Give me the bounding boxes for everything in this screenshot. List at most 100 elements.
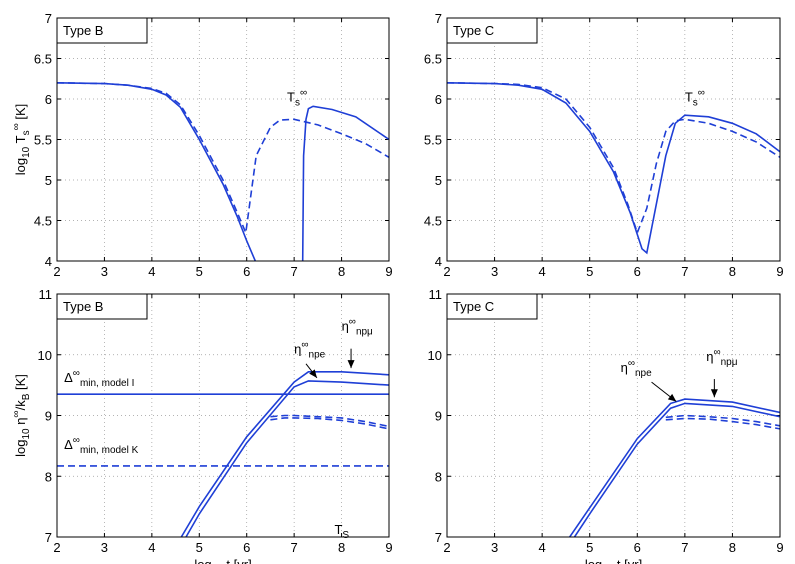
title-box-frame	[446, 17, 538, 44]
arrow-head	[667, 393, 677, 402]
y-tick-label: 4	[45, 254, 52, 269]
y-tick-label: 7	[45, 530, 52, 545]
series-line-4	[665, 414, 780, 427]
series-line-2	[573, 402, 780, 537]
chart-panel-bottom-right: 2 3 4 5 6 7 8 9 7 8 9 10 11 Type C log10 t [yr] η∞npe η∞…	[428, 287, 784, 564]
x-tick-label: 9	[776, 264, 783, 279]
y-tick-label: 9	[435, 409, 442, 424]
chart-panel-top-right: 2 3 4 5 6 7 8 9 4 4.5 5 5.5 6 6.5 7 Type C Ts∞	[424, 11, 784, 279]
x-tick-label: 8	[338, 264, 345, 279]
y-tick-label: 5.5	[34, 133, 52, 148]
series-line-3	[665, 417, 780, 430]
y-tick-label: 5	[45, 173, 52, 188]
panel-title: Type B	[63, 299, 103, 314]
chart-panel-bottom-left: 2 3 4 5 6 7 8 9 7 8 9 10 11 Type B log10 t [yr] log10 η…	[11, 287, 393, 564]
panel-title-box: Type C	[446, 293, 538, 320]
y-tick-label: 7	[45, 11, 52, 26]
x-tick-label: 2	[53, 540, 60, 555]
y-tick-label: 6.5	[34, 52, 52, 67]
panel-title: Type C	[453, 23, 494, 38]
plot-frame	[446, 17, 781, 262]
x-tick-label: 7	[291, 264, 298, 279]
x-tick-label: 4	[148, 540, 155, 555]
y-tick-label: 11	[39, 287, 53, 302]
plot-frame	[56, 293, 390, 538]
series-line-2	[447, 82, 780, 236]
y-tick-label: 8	[435, 469, 442, 484]
y-tick-label: 7	[435, 530, 442, 545]
panel-title-box: Type B	[56, 293, 148, 320]
y-axis-label: log10 Ts∞ [K]	[11, 104, 32, 175]
x-tick-label: 7	[681, 264, 688, 279]
title-box-frame	[56, 293, 148, 320]
x-axis-label: log10 t [yr]	[194, 557, 251, 564]
panel-title: Type C	[453, 299, 494, 314]
series-line-3	[57, 82, 389, 236]
x-tick-label: 5	[196, 540, 203, 555]
y-tick-label: 11	[429, 287, 443, 302]
series-line-1	[447, 82, 780, 255]
title-box-frame	[446, 293, 538, 320]
y-axis-label: log10 η∞/kB [K]	[11, 374, 32, 457]
x-tick-label: 3	[101, 264, 108, 279]
x-tick-label: 4	[148, 264, 155, 279]
arrow-head	[710, 389, 718, 398]
x-tick-label: 6	[243, 264, 250, 279]
annotation-label: Ts∞	[685, 87, 705, 108]
x-tick-label: 5	[586, 264, 593, 279]
annotation-label: Δ∞min, model K	[64, 435, 139, 456]
series-line-2	[301, 105, 389, 261]
x-tick-label: 5	[586, 540, 593, 555]
annotation-label: Δ∞min, model I	[64, 368, 134, 389]
arrow-head	[309, 369, 317, 378]
series-line-1	[180, 370, 389, 537]
y-tick-label: 4.5	[34, 214, 52, 229]
series-line-1	[569, 398, 780, 537]
y-tick-label: 8	[45, 469, 52, 484]
panel-title: Type B	[63, 23, 103, 38]
x-tick-label: 6	[634, 264, 641, 279]
panel-title-box: Type C	[446, 17, 538, 44]
x-tick-label: 4	[539, 540, 546, 555]
x-tick-label: 4	[539, 264, 546, 279]
x-tick-label: 9	[385, 264, 392, 279]
chart-panel-top-left: 2 3 4 5 6 7 8 9 4 4.5 5 5.5 6 6.5 7 Type B log10 Ts∞ [K]…	[11, 11, 393, 279]
x-tick-label: 8	[729, 264, 736, 279]
y-tick-label: 10	[428, 348, 442, 363]
x-tick-label: 3	[101, 540, 108, 555]
x-tick-label: 2	[53, 264, 60, 279]
title-box-frame	[56, 17, 148, 44]
y-tick-label: 5	[435, 173, 442, 188]
y-tick-label: 6	[435, 92, 442, 107]
x-tick-label: 6	[243, 540, 250, 555]
x-tick-label: 2	[443, 540, 450, 555]
x-tick-label: 3	[491, 264, 498, 279]
annotation-label: TS	[334, 522, 349, 541]
x-tick-label: 3	[491, 540, 498, 555]
annotation-label: Ts∞	[287, 87, 307, 108]
y-tick-label: 6.5	[424, 52, 442, 67]
annotation-label: η∞npμ	[706, 347, 737, 368]
series-line-2	[185, 380, 389, 537]
x-tick-label: 8	[729, 540, 736, 555]
x-tick-label: 2	[443, 264, 450, 279]
x-tick-label: 9	[776, 540, 783, 555]
arrow-head	[347, 360, 355, 369]
x-tick-label: 9	[385, 540, 392, 555]
y-tick-label: 4	[435, 254, 442, 269]
plot-frame	[56, 17, 390, 262]
annotation-label: η∞npμ	[342, 316, 373, 337]
y-tick-label: 9	[45, 409, 52, 424]
plot-frame	[446, 293, 781, 538]
panel-title-box: Type B	[56, 17, 148, 44]
x-tick-label: 8	[338, 540, 345, 555]
series-line-5	[270, 417, 389, 430]
y-tick-label: 5.5	[424, 133, 442, 148]
x-axis-label: log10 t [yr]	[585, 557, 642, 564]
x-tick-label: 6	[634, 540, 641, 555]
y-tick-label: 6	[45, 92, 52, 107]
x-tick-label: 7	[291, 540, 298, 555]
annotation-label: η∞npe	[621, 358, 652, 379]
y-tick-label: 4.5	[424, 214, 442, 229]
